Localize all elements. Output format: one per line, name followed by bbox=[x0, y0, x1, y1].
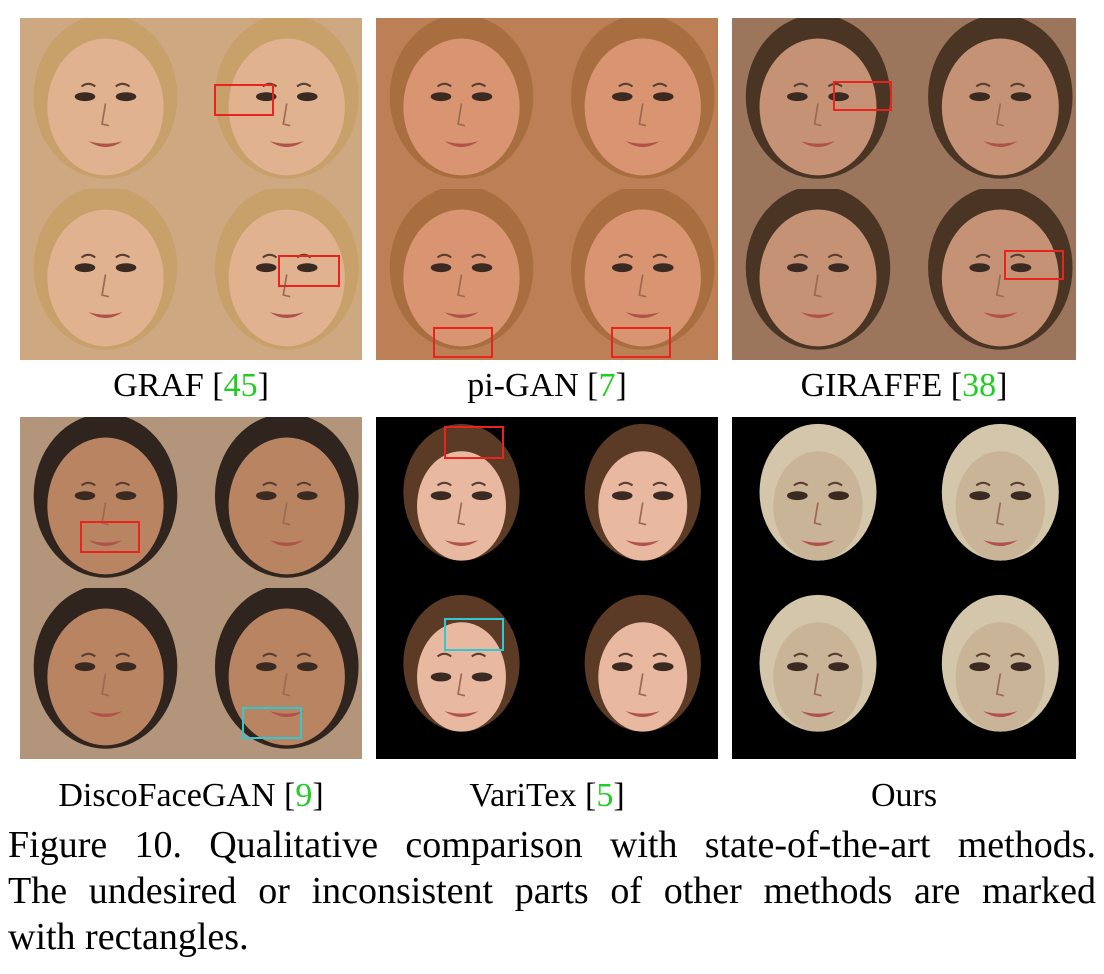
caption-line: The undesired or inconsistent parts of o… bbox=[8, 870, 1096, 912]
highlight-rectangle bbox=[80, 521, 140, 553]
method-label: DiscoFaceGAN [9] bbox=[58, 777, 324, 814]
face-image bbox=[547, 18, 718, 189]
highlight-rectangle bbox=[1004, 250, 1064, 280]
method-label: VariTex [5] bbox=[469, 777, 625, 814]
face-image bbox=[191, 18, 362, 189]
face-image bbox=[20, 18, 191, 189]
face-image bbox=[376, 18, 547, 189]
panel-giraffe bbox=[732, 18, 1076, 360]
method-label: pi-GAN [7] bbox=[467, 367, 627, 404]
citation-link[interactable]: 38 bbox=[962, 367, 997, 404]
highlight-rectangle bbox=[242, 707, 302, 739]
method-label: GIRAFFE [38] bbox=[800, 367, 1008, 404]
caption-line: with rectangles. bbox=[8, 916, 249, 958]
face-image bbox=[191, 417, 362, 588]
citation-link[interactable]: 5 bbox=[596, 777, 614, 814]
face-image bbox=[376, 588, 547, 759]
face-image bbox=[904, 189, 1076, 360]
highlight-rectangle bbox=[278, 255, 340, 287]
panel-graf bbox=[20, 18, 362, 360]
citation-link[interactable]: 7 bbox=[598, 367, 616, 404]
caption-line: Figure 10. Qualitative comparison with s… bbox=[8, 824, 1096, 866]
face-image bbox=[732, 588, 904, 759]
face-image bbox=[191, 588, 362, 759]
panel-pi-gan bbox=[376, 18, 718, 360]
face-image bbox=[904, 588, 1076, 759]
face-image bbox=[376, 189, 547, 360]
figure-caption: Figure 10. Qualitative comparison with s… bbox=[8, 822, 1096, 960]
face-image bbox=[191, 189, 362, 360]
citation-link[interactable]: 9 bbox=[295, 777, 313, 814]
highlight-rectangle bbox=[833, 81, 892, 111]
face-image bbox=[20, 189, 191, 360]
face-image bbox=[732, 189, 904, 360]
face-image bbox=[20, 588, 191, 759]
face-image bbox=[904, 417, 1076, 588]
face-image bbox=[732, 417, 904, 588]
method-label: GRAF [45] bbox=[113, 367, 269, 404]
highlight-rectangle bbox=[611, 327, 671, 358]
face-image bbox=[547, 189, 718, 360]
face-image bbox=[20, 417, 191, 588]
citation-link[interactable]: 45 bbox=[223, 367, 258, 404]
face-image bbox=[732, 18, 904, 189]
panel-varitex bbox=[376, 417, 718, 759]
highlight-rectangle bbox=[444, 618, 504, 651]
face-image bbox=[547, 588, 718, 759]
face-image bbox=[547, 417, 718, 588]
panel-ours bbox=[732, 417, 1076, 759]
method-label: Ours bbox=[870, 777, 938, 814]
highlight-rectangle bbox=[214, 84, 274, 116]
highlight-rectangle bbox=[444, 426, 504, 459]
highlight-rectangle bbox=[433, 327, 493, 358]
face-image bbox=[904, 18, 1076, 189]
panel-discofacegan bbox=[20, 417, 362, 759]
